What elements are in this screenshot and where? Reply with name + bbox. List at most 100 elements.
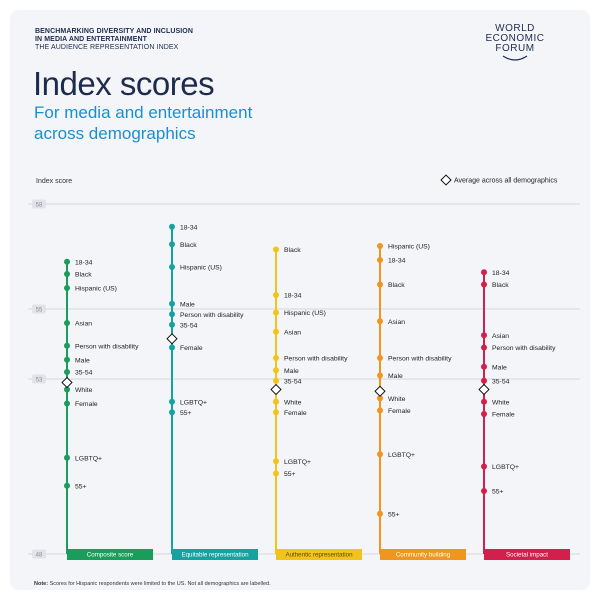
- category-box-4: [484, 549, 570, 560]
- category-label-4: Societal impact: [506, 552, 548, 559]
- wef-logo: WORLD ECONOMIC FORUM: [475, 24, 555, 61]
- data-point-2-5: [273, 367, 279, 374]
- category-label-1: Equitable representation: [181, 552, 249, 559]
- data-point-2-3: [273, 328, 279, 335]
- data-label-0-10: 55+: [75, 483, 87, 490]
- data-label-4-2: Asian: [492, 333, 509, 340]
- data-label-2-8: Female: [284, 410, 307, 417]
- data-point-1-5: [169, 321, 175, 328]
- y-tick-label-53: 53: [36, 378, 43, 384]
- data-label-2-9: LGBTQ+: [284, 459, 311, 466]
- data-label-1-6: Female: [180, 345, 203, 352]
- footnote: Note: Scores for Hispanic respondents we…: [34, 581, 271, 587]
- data-point-0-4: [64, 342, 70, 349]
- data-label-4-0: 18-34: [492, 270, 510, 277]
- data-label-2-6: 35-54: [284, 378, 302, 385]
- data-point-3-0: [377, 243, 383, 249]
- data-label-4-9: 55+: [492, 489, 504, 496]
- data-label-4-4: Male: [492, 364, 507, 371]
- data-point-2-8: [273, 409, 279, 416]
- data-label-3-0: Hispanic (US): [388, 244, 430, 251]
- data-label-1-5: 35-54: [180, 322, 198, 329]
- data-label-3-4: Person with disability: [388, 356, 452, 363]
- average-marker-1: [166, 333, 178, 345]
- data-point-0-0: [64, 258, 70, 265]
- data-label-0-0: 18-34: [75, 259, 93, 266]
- data-label-0-5: Male: [75, 357, 90, 364]
- data-label-2-5: Male: [284, 368, 299, 375]
- data-label-3-6: White: [388, 396, 406, 403]
- data-label-0-2: Hispanic (US): [75, 286, 117, 293]
- logo-line-1: WORLD: [495, 23, 535, 34]
- footnote-label: Note:: [34, 581, 49, 587]
- data-label-2-7: White: [284, 399, 302, 406]
- data-label-2-10: 55+: [284, 471, 296, 478]
- data-point-4-0: [481, 269, 487, 276]
- data-point-3-3: [377, 318, 383, 325]
- data-label-2-1: 18-34: [284, 293, 302, 300]
- y-tick-label-55: 55: [36, 308, 43, 314]
- report-series-subtitle: IN MEDIA AND ENTERTAINMENT: [35, 36, 148, 43]
- legend-average-marker: [440, 174, 452, 186]
- data-label-1-7: LGBTQ+: [180, 399, 207, 406]
- data-label-3-1: 18-34: [388, 258, 406, 265]
- y-tick-bg-53: [32, 374, 46, 384]
- data-label-1-3: Male: [180, 301, 195, 308]
- y-tick-bg-55: [32, 304, 46, 314]
- data-point-2-1: [273, 292, 279, 298]
- data-label-0-3: Asian: [75, 321, 92, 328]
- page-title: Index scores: [33, 65, 215, 102]
- data-point-0-10: [64, 482, 70, 489]
- data-label-3-8: LGBTQ+: [388, 452, 415, 459]
- data-label-1-0: 18-34: [180, 224, 198, 231]
- data-point-3-9: [377, 510, 383, 517]
- data-point-4-3: [481, 344, 487, 351]
- data-label-2-0: Black: [284, 247, 301, 254]
- data-point-2-2: [273, 309, 279, 316]
- data-point-0-8: [64, 400, 70, 407]
- logo-line-3: FORUM: [495, 43, 535, 54]
- data-point-3-4: [377, 355, 383, 361]
- average-marker-4: [478, 383, 490, 396]
- average-marker-2: [270, 383, 282, 396]
- data-point-1-4: [169, 311, 175, 318]
- report-series-title: BENCHMARKING DIVERSITY AND INCLUSION: [35, 28, 193, 35]
- data-label-1-1: Black: [180, 242, 197, 249]
- infographic-card: BENCHMARKING DIVERSITY AND INCLUSION IN …: [10, 10, 590, 590]
- average-marker-0: [61, 376, 73, 389]
- data-point-3-5: [377, 372, 383, 379]
- data-point-1-6: [169, 344, 175, 351]
- data-point-2-4: [273, 355, 279, 361]
- data-label-2-3: Asian: [284, 329, 301, 336]
- data-label-4-7: Female: [492, 412, 515, 419]
- data-label-0-7: White: [75, 387, 93, 394]
- data-point-3-6: [377, 395, 383, 402]
- data-label-1-2: Hispanic (US): [180, 265, 222, 272]
- data-label-0-4: Person with disability: [75, 343, 139, 350]
- data-point-2-7: [273, 398, 279, 405]
- data-point-2-9: [273, 458, 279, 465]
- data-label-4-8: LGBTQ+: [492, 464, 519, 471]
- data-point-1-1: [169, 241, 175, 248]
- logo-line-2: ECONOMIC: [485, 33, 545, 44]
- data-point-4-8: [481, 463, 487, 470]
- page-subtitle-line-1: For media and entertainment: [34, 103, 253, 122]
- data-point-1-2: [169, 264, 175, 270]
- data-label-1-4: Person with disability: [180, 312, 244, 319]
- data-point-3-2: [377, 281, 383, 288]
- category-box-2: [276, 549, 362, 560]
- data-label-0-1: Black: [75, 272, 92, 279]
- data-point-2-10: [273, 470, 279, 477]
- data-label-1-8: 55+: [180, 410, 192, 417]
- category-label-0: Composite score: [87, 552, 134, 559]
- data-point-1-0: [169, 223, 175, 230]
- data-point-3-8: [377, 451, 383, 458]
- data-point-1-7: [169, 398, 175, 405]
- data-label-3-9: 55+: [388, 511, 400, 518]
- data-point-4-1: [481, 281, 487, 288]
- y-tick-bg-48: [32, 549, 46, 559]
- report-name: THE AUDIENCE REPRESENTATION INDEX: [35, 44, 179, 51]
- y-tick-label-58: 58: [36, 203, 43, 209]
- data-point-0-1: [64, 271, 70, 277]
- index-score-chart: Index score Average across all demographi…: [28, 174, 580, 560]
